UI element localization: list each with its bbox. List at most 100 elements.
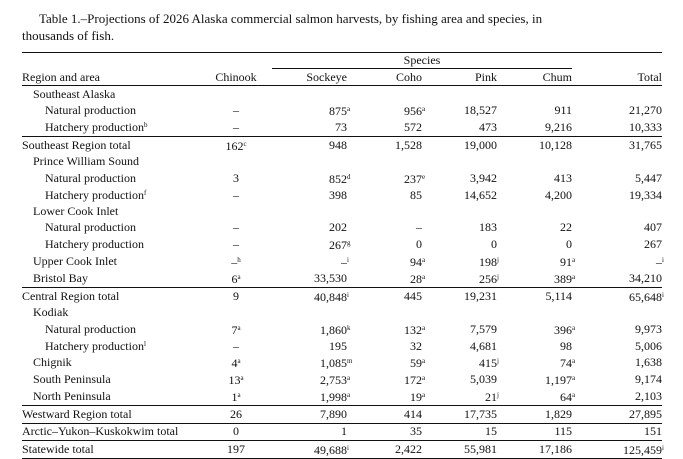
table-row: Natural production – 875a 956a 18,527 911 21,2…: [22, 102, 662, 119]
cell-value: 34,210: [629, 270, 662, 285]
cell-coho: 237e: [404, 171, 426, 186]
cell-value: 956: [404, 104, 422, 119]
cell-value: 195: [329, 338, 347, 353]
cell-value: 17,735: [464, 407, 497, 422]
cell-value: 9,973: [635, 322, 662, 337]
row-label: Central Region total: [22, 286, 200, 305]
cell-sockeye: 1,998a: [320, 390, 351, 405]
cell-value: 2,103: [635, 389, 662, 404]
row-label: North Peninsula: [22, 388, 200, 406]
cell-chum: 91a: [560, 254, 576, 269]
footnote-marker: a: [237, 324, 241, 333]
cell-chinook: 6a: [200, 270, 272, 288]
column-header-coho: Coho: [347, 69, 422, 86]
footnote-marker: a: [240, 374, 244, 383]
cell-value: 1,860: [320, 323, 347, 338]
row-label: Southeast Region total: [22, 135, 200, 154]
cell-chum: 17,186: [497, 439, 572, 459]
cell-chinook: 9: [200, 286, 272, 305]
cell-value: 5,114: [545, 288, 572, 303]
column-header-sockeye: Sockeye: [272, 69, 347, 86]
row-label-text: Lower Cook Inlet: [33, 203, 119, 218]
row-label-text: Natural production: [45, 220, 136, 235]
cell-chum: 98: [497, 338, 572, 354]
cell-total: 1,638: [572, 354, 662, 371]
cell-total: 9,973: [572, 321, 662, 338]
cell-value: 0: [416, 236, 422, 251]
cell-value: 9,174: [635, 372, 662, 387]
cell-chinook: 1a: [200, 388, 272, 406]
row-label: Kodiak: [22, 305, 200, 321]
cell-chum: 22: [497, 219, 572, 235]
cell-total: 151: [572, 422, 662, 441]
cell-chinook: 162c: [200, 135, 272, 154]
cell-value: 4,681: [470, 338, 497, 353]
cell-value: 125,459: [623, 442, 662, 457]
cell-value: 4,200: [545, 187, 572, 202]
cell-value: 33,530: [314, 270, 347, 285]
cell-pink: 473: [422, 119, 497, 136]
cell-value: 1: [341, 424, 347, 439]
cell-chum: 1,197a: [545, 373, 576, 388]
row-label: Chignik: [22, 354, 200, 371]
row-label-text: Hatchery production: [45, 187, 144, 202]
total-row: Westward Region total 26 7,890 414 17,735 1,8…: [22, 405, 662, 424]
cell-chinook: –: [200, 102, 272, 119]
cell-value: 948: [329, 137, 347, 152]
cell-value: 21,270: [629, 103, 662, 118]
cell-value: 9,216: [545, 119, 572, 134]
cell-chinook: [200, 203, 272, 219]
cell-value: 389: [554, 271, 572, 286]
cell-value: 21: [485, 390, 497, 405]
cell-value: 13: [228, 373, 241, 388]
cell-chinook: –: [200, 187, 272, 203]
cell-chinook: 13a: [200, 371, 272, 388]
cell-value: 3,942: [470, 170, 497, 185]
cell-total: [572, 305, 662, 321]
cell-value: 1,085: [320, 356, 347, 371]
row-label: Westward Region total: [22, 405, 200, 424]
footnote-marker: a: [237, 272, 241, 281]
column-header-pink: Pink: [422, 69, 497, 86]
cell-coho: 956a: [404, 104, 426, 119]
cell-value: 31,765: [629, 137, 662, 152]
cell-value: 14,652: [464, 187, 497, 202]
cell-sockeye: [272, 305, 347, 321]
cell-value: –: [233, 236, 239, 251]
cell-chinook: –: [200, 119, 272, 136]
cell-value: 74: [560, 356, 572, 371]
cell-chinook: [200, 305, 272, 321]
cell-sockeye: 7,890: [272, 405, 347, 424]
row-label: Lower Cook Inlet: [22, 203, 200, 219]
cell-total: 267: [572, 236, 662, 253]
cell-chum: 64a: [560, 390, 576, 405]
cell-value: 35: [410, 424, 422, 439]
cell-value: 445: [404, 288, 422, 303]
cell-value: 49,688: [314, 442, 347, 457]
cell-total: 21,270: [572, 102, 662, 119]
total-row: Statewide total 197 49,688i 2,422 55,981 17,1…: [22, 439, 664, 459]
cell-value: 22: [560, 220, 572, 235]
cell-total: 31,765: [572, 135, 662, 154]
cell-value: 198: [479, 254, 497, 269]
cell-value: –: [416, 220, 422, 235]
cell-value: 151: [644, 424, 662, 439]
cell-coho: [347, 86, 422, 103]
cell-value: 19: [410, 390, 422, 405]
cell-sockeye: 1,085m: [320, 356, 353, 371]
table-row: Natural production 3 852d 237e 3,942 413 5,447: [22, 170, 662, 187]
cell-value: 237: [404, 171, 422, 186]
row-label: Statewide total: [22, 439, 200, 459]
cell-value: 267: [329, 237, 347, 252]
cell-value: 19,000: [464, 137, 497, 152]
cell-sockeye: 267g: [329, 237, 351, 252]
cell-value: –: [233, 338, 239, 353]
cell-coho: 172a: [404, 373, 426, 388]
row-label-text: Natural production: [45, 322, 136, 337]
table-row: South Peninsula 13a 2,753a 172a 5,039 1,197a 9…: [22, 371, 662, 388]
cell-total: 10,333: [572, 119, 662, 136]
cell-value: 3: [233, 170, 239, 185]
cell-total: 5,447: [572, 170, 662, 187]
cell-value: 6: [231, 271, 238, 286]
cell-value: 32: [410, 338, 422, 353]
